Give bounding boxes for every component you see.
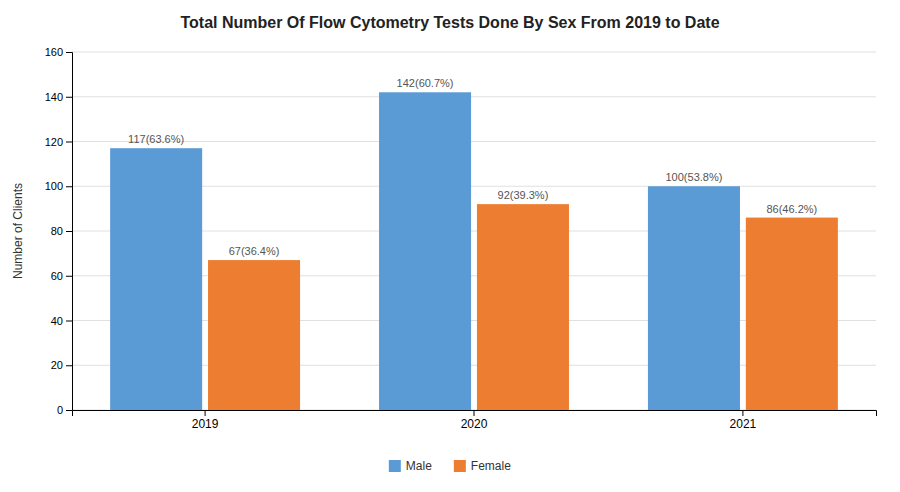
y-tick: 160 bbox=[45, 46, 72, 58]
grid-line bbox=[72, 141, 876, 142]
y-tick: 0 bbox=[57, 404, 72, 416]
x-tick-label: 2020 bbox=[461, 417, 488, 431]
chart-container: Total Number Of Flow Cytometry Tests Don… bbox=[0, 0, 900, 492]
x-tick: 2019 bbox=[192, 410, 219, 431]
data-label: 86(46.2%) bbox=[766, 203, 817, 215]
bar-series bbox=[110, 92, 740, 410]
y-axis-title: Number of Clients bbox=[11, 183, 25, 279]
y-tick: 20 bbox=[51, 359, 72, 371]
y-tick-mark bbox=[66, 410, 72, 411]
bar bbox=[379, 92, 471, 410]
y-tick-mark bbox=[66, 142, 72, 143]
bar bbox=[648, 186, 740, 410]
chart-title: Total Number Of Flow Cytometry Tests Don… bbox=[180, 14, 719, 31]
bar bbox=[110, 148, 202, 410]
bars bbox=[110, 92, 838, 410]
y-tick: 60 bbox=[51, 270, 72, 282]
y-tick-label: 0 bbox=[57, 404, 63, 416]
data-label: 92(39.3%) bbox=[498, 189, 549, 201]
y-tick: 100 bbox=[45, 180, 72, 192]
x-tick-mark bbox=[474, 410, 475, 416]
bar-series bbox=[208, 204, 838, 410]
legend-swatch bbox=[389, 460, 401, 472]
y-tick-mark bbox=[66, 321, 72, 322]
grid-line bbox=[72, 96, 876, 97]
legend-swatch bbox=[454, 460, 466, 472]
y-tick-label: 80 bbox=[51, 225, 63, 237]
y-tick: 120 bbox=[45, 136, 72, 148]
y-tick-label: 40 bbox=[51, 315, 63, 327]
y-tick: 140 bbox=[45, 91, 72, 103]
x-tick: 2020 bbox=[461, 410, 488, 431]
x-tick-mark bbox=[205, 410, 206, 416]
y-tick-mark bbox=[66, 186, 72, 187]
x-tick-label: 2019 bbox=[192, 417, 219, 431]
y-tick: 40 bbox=[51, 315, 72, 327]
y-tick-mark bbox=[66, 276, 72, 277]
legend-label: Male bbox=[406, 459, 432, 473]
y-tick-label: 160 bbox=[45, 46, 63, 58]
y-axis: 0 20 40 60 80 100 120 140 160 bbox=[45, 46, 73, 416]
y-tick-mark bbox=[66, 52, 72, 53]
y-tick-mark bbox=[66, 97, 72, 98]
legend-item: Female bbox=[454, 459, 511, 473]
x-axis-line bbox=[73, 411, 877, 417]
bar bbox=[208, 260, 300, 410]
data-label: 117(63.6%) bbox=[128, 133, 184, 145]
legend-label: Female bbox=[471, 459, 511, 473]
bar bbox=[477, 204, 569, 410]
x-tick-label: 2021 bbox=[730, 417, 757, 431]
y-tick-label: 100 bbox=[45, 180, 63, 192]
x-axis: 2019 2020 2021 bbox=[73, 410, 877, 431]
y-tick-label: 60 bbox=[51, 270, 63, 282]
bar bbox=[746, 218, 838, 410]
grid bbox=[72, 52, 876, 410]
data-label: 100(53.8%) bbox=[666, 171, 723, 183]
legend: Male Female bbox=[389, 459, 511, 473]
data-label: 142(60.7%) bbox=[397, 77, 454, 89]
y-axis-line bbox=[66, 53, 73, 411]
legend-item: Male bbox=[389, 459, 432, 473]
chart-svg: Total Number Of Flow Cytometry Tests Don… bbox=[0, 0, 900, 492]
x-tick: 2021 bbox=[730, 410, 757, 431]
grid-line bbox=[72, 52, 876, 53]
y-tick-label: 120 bbox=[45, 136, 63, 148]
data-label: 67(36.4%) bbox=[229, 245, 280, 257]
y-tick: 80 bbox=[51, 225, 72, 237]
y-tick-mark bbox=[66, 365, 72, 366]
y-tick-label: 140 bbox=[45, 91, 63, 103]
y-tick-label: 20 bbox=[51, 359, 63, 371]
y-tick-mark bbox=[66, 231, 72, 232]
x-tick-mark bbox=[742, 410, 743, 416]
data-labels: 117(63.6%) 142(60.7%) 100(53.8%) 67(36.4%) 9… bbox=[128, 77, 817, 257]
